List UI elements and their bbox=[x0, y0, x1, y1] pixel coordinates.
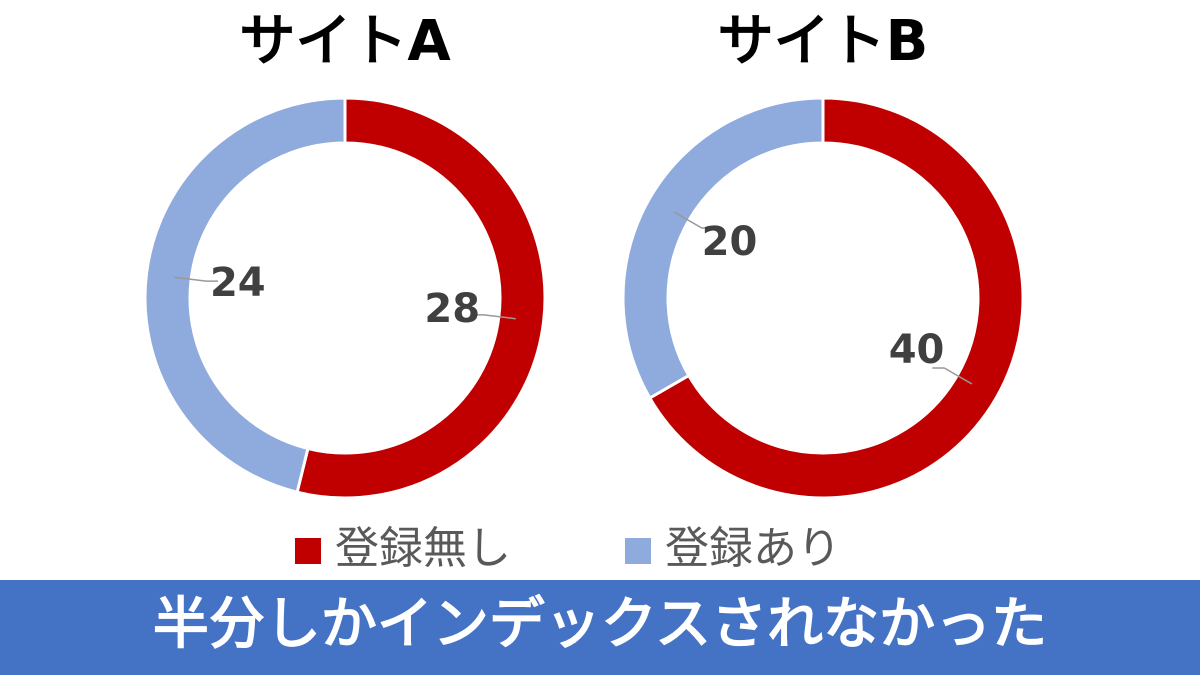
data-label: 28 bbox=[424, 286, 480, 332]
banner-text: 半分しかインデックスされなかった bbox=[153, 592, 1047, 657]
banner-bg bbox=[0, 580, 1200, 675]
chart-title: サイトB bbox=[718, 9, 929, 74]
leader-line bbox=[174, 276, 219, 282]
leader-line bbox=[673, 211, 714, 229]
donut-segment bbox=[621, 96, 825, 401]
data-label: 40 bbox=[889, 327, 945, 373]
leader-line bbox=[471, 314, 516, 320]
leader-line bbox=[932, 367, 973, 385]
data-label: 20 bbox=[702, 219, 758, 265]
data-label: 24 bbox=[210, 260, 266, 306]
donut-segment bbox=[295, 96, 547, 500]
donut-segment bbox=[143, 96, 347, 495]
legend-swatch bbox=[295, 538, 321, 564]
chart-title: サイトA bbox=[239, 9, 451, 74]
legend-label: 登録あり bbox=[665, 523, 841, 574]
legend-swatch bbox=[625, 538, 651, 564]
legend-label: 登録無し bbox=[335, 523, 511, 574]
donut-segment bbox=[647, 96, 1025, 500]
